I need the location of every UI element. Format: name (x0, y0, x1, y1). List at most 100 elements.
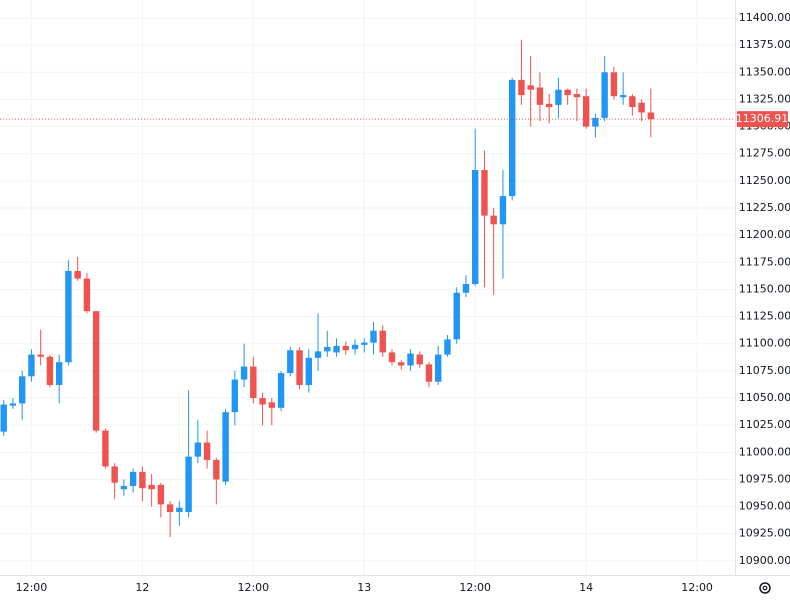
y-tick-label: 10950.00 (739, 500, 790, 513)
candle-body (638, 102, 645, 113)
candle-body (416, 354, 423, 365)
y-tick-label: 10900.00 (739, 554, 790, 567)
candle-body (65, 270, 72, 363)
candle-body (333, 345, 340, 353)
candle-body (139, 471, 146, 489)
candle-body (83, 278, 91, 312)
y-tick-label: 11175.00 (739, 255, 790, 268)
candle-body (92, 311, 100, 431)
candle-body (324, 346, 331, 352)
candle-body (231, 379, 239, 413)
x-tick-label: 12:00 (681, 581, 713, 594)
candle-body (222, 412, 229, 482)
y-tick-label: 11350.00 (739, 65, 790, 78)
y-tick-label: 11125.00 (739, 310, 790, 323)
grid (0, 0, 735, 575)
candle-body (361, 342, 368, 345)
candle-body (601, 72, 608, 118)
y-tick-label: 11225.00 (739, 201, 790, 214)
candle-body (499, 196, 507, 225)
candle-body (240, 366, 248, 380)
settings-gear[interactable] (759, 582, 771, 594)
y-tick-label: 11075.00 (739, 364, 790, 377)
candle-body (203, 442, 211, 460)
y-tick-label: 11200.00 (739, 228, 790, 241)
y-tick-label: 11275.00 (739, 147, 790, 160)
candle-body (46, 356, 54, 385)
x-tick-label: 12 (135, 581, 149, 594)
candle-body (351, 344, 359, 350)
candle-body (545, 103, 553, 108)
candle-body (185, 456, 192, 513)
candle-body (28, 354, 35, 377)
candle-body (647, 112, 655, 120)
candle-body (176, 507, 183, 513)
candle-body (277, 373, 285, 408)
candle-body (148, 484, 155, 490)
candles (0, 39, 655, 537)
y-tick-label: 11150.00 (739, 282, 790, 295)
x-tick-label: 12:00 (459, 581, 491, 594)
x-tick-label: 12:00 (16, 581, 48, 594)
candle-body (296, 350, 303, 385)
candle-body (453, 292, 460, 340)
candle-body (555, 89, 562, 105)
candle-body (592, 117, 599, 127)
candle-body (250, 366, 257, 399)
candle-body (398, 362, 405, 366)
candle-body (305, 357, 312, 385)
candle-body (388, 352, 396, 363)
y-tick-label: 10975.00 (739, 472, 790, 485)
candle-body (619, 95, 627, 98)
candle-body (18, 376, 26, 404)
candle-body (379, 330, 386, 353)
candle-body (407, 353, 414, 366)
candle-body (268, 402, 276, 408)
candle-body (435, 354, 442, 382)
candle-body (342, 345, 349, 351)
candle-body (582, 96, 590, 127)
candle-body (74, 270, 81, 279)
x-tick-label: 14 (579, 581, 593, 594)
y-tick-label: 11050.00 (739, 391, 790, 404)
candle-body (166, 504, 174, 513)
last-price-tag (737, 111, 788, 128)
candle-body (55, 362, 63, 385)
candle-body (629, 96, 636, 108)
candle-body (120, 485, 128, 490)
y-tick-label: 10925.00 (739, 527, 790, 540)
candle-body (111, 466, 118, 483)
candle-body (527, 85, 534, 90)
candle-body (9, 403, 17, 406)
candle-body (425, 364, 433, 382)
candle-body (157, 484, 165, 505)
last-price-label: 11306.91 (736, 112, 789, 125)
candle-body (213, 459, 220, 480)
candle-body (490, 215, 497, 225)
settings-icon[interactable] (759, 582, 771, 594)
y-tick-label: 11100.00 (739, 337, 790, 350)
candle-body (129, 471, 137, 486)
candle-body (102, 430, 109, 467)
candle-body (481, 170, 488, 216)
y-tick-label: 11375.00 (739, 38, 790, 51)
candle-body (259, 398, 266, 405)
settings-hub[interactable] (762, 585, 768, 591)
x-tick-label: 13 (357, 581, 371, 594)
y-tick-label: 11250.00 (739, 174, 790, 187)
y-tick-label: 11400.00 (739, 11, 790, 24)
candle-body (518, 79, 525, 96)
candle-body (370, 330, 377, 343)
candle-body (314, 351, 322, 358)
candle-body (37, 354, 44, 357)
y-tick-label: 11025.00 (739, 418, 790, 431)
candle-body (508, 79, 516, 197)
y-tick-label: 11325.00 (739, 92, 790, 105)
candle-body (536, 87, 544, 105)
candle-body (462, 284, 470, 293)
candle-body (194, 442, 202, 457)
candle-body (472, 170, 479, 285)
candle-body (287, 350, 294, 374)
